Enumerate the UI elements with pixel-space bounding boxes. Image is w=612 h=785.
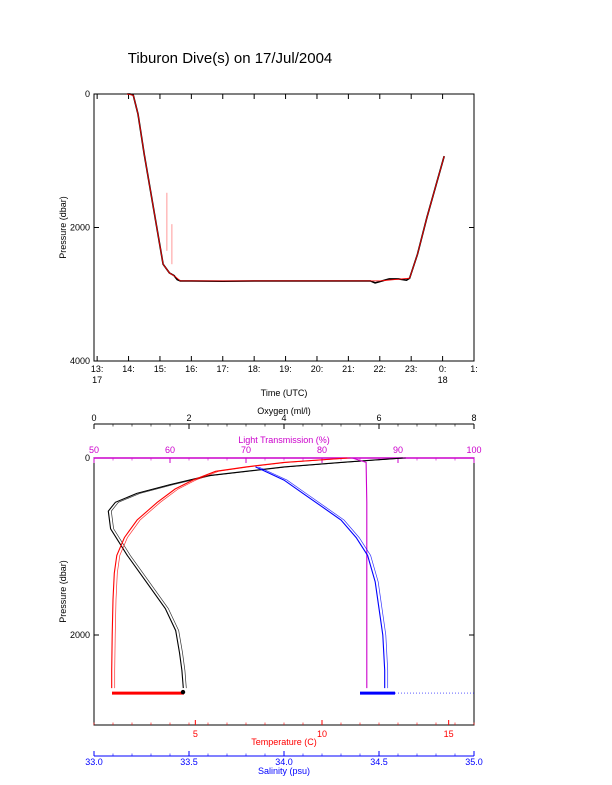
y-axis-label: Pressure (dbar): [58, 560, 68, 623]
x-tick-label: 20:: [311, 364, 324, 374]
x-tick-label: 13:: [91, 364, 104, 374]
series-line-3-b: [258, 466, 389, 689]
axis-tick-label: 10: [317, 729, 327, 739]
axis-tick-label: 2: [186, 413, 191, 423]
plot-frame: [93, 93, 475, 362]
x-axis-label: Time (UTC): [261, 388, 308, 398]
x-tick-label: 18:: [248, 364, 261, 374]
x-tick-label: 19:: [279, 364, 292, 374]
x-tick-sublabel: 17: [92, 375, 102, 385]
page-title: Tiburon Dive(s) on 17/Jul/2004: [127, 50, 333, 67]
axis-label-3: Salinity (psu): [258, 766, 310, 776]
y-tick-label: 2000: [70, 630, 90, 640]
y-axis-label: Pressure (dbar): [58, 196, 68, 259]
x-tick-label: 23:: [405, 364, 418, 374]
oxygen-bottom-point: [180, 689, 186, 695]
y-tick-label: 2000: [70, 223, 90, 233]
axis-tick-label: 90: [393, 445, 403, 455]
axis-tick-label: 0: [91, 413, 96, 423]
series-line-2: [111, 457, 348, 689]
axis-tick-label: 8: [471, 413, 476, 423]
x-tick-label: 0:: [439, 364, 447, 374]
axis-tick-label: 34.5: [370, 757, 388, 767]
x-tick-sublabel: 18: [438, 375, 448, 385]
y-tick-label: 0: [85, 89, 90, 99]
y-tick-label: 0: [85, 453, 90, 463]
series-line-1: [352, 457, 368, 689]
axis-tick-label: 33.0: [85, 757, 103, 767]
axis-label-2: Temperature (C): [251, 737, 317, 747]
series-line-2-b: [114, 457, 351, 689]
axis-tick-label: 70: [241, 445, 251, 455]
y-tick-label: 4000: [70, 356, 90, 366]
x-tick-label: 14:: [122, 364, 135, 374]
axis-label-1: Light Transmission (%): [238, 435, 330, 445]
axis-tick-label: 35.0: [465, 757, 483, 767]
x-tick-label: 21:: [342, 364, 355, 374]
x-tick-label: 17:: [217, 364, 230, 374]
series-line-0: [107, 457, 403, 689]
series-line-3: [255, 466, 386, 689]
series-line-0: [127, 93, 445, 284]
series-line-0-b: [110, 457, 406, 689]
x-tick-label: 22:: [374, 364, 387, 374]
axis-tick-label: 33.5: [180, 757, 198, 767]
axis-tick-label: 4: [281, 413, 286, 423]
axis-tick-label: 34.0: [275, 757, 293, 767]
series-line-1: [126, 93, 445, 282]
axis-label-0: Oxygen (ml/l): [257, 406, 311, 416]
axis-tick-label: 5: [193, 729, 198, 739]
x-tick-label: 15:: [154, 364, 167, 374]
axis-tick-label: 100: [466, 445, 481, 455]
plot-frame: [93, 457, 475, 726]
axis-tick-label: 60: [165, 445, 175, 455]
axis-tick-label: 15: [444, 729, 454, 739]
axis-tick-label: 50: [89, 445, 99, 455]
x-tick-label: 16:: [185, 364, 198, 374]
axis-tick-label: 6: [376, 413, 381, 423]
x-tick-label: 1:: [470, 364, 478, 374]
axis-tick-label: 80: [317, 445, 327, 455]
